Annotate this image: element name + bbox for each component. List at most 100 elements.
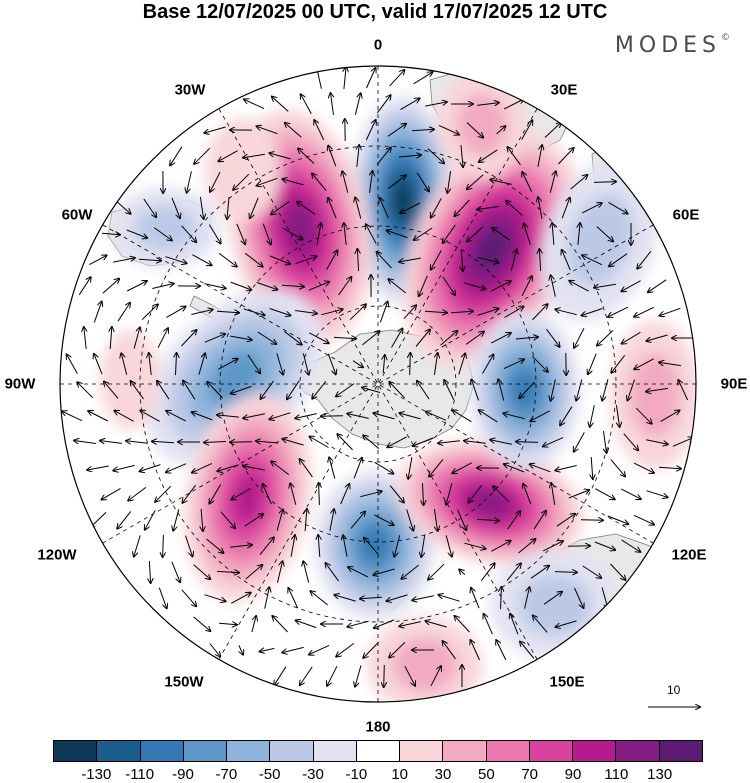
wind-vector <box>578 223 580 245</box>
wind-vector <box>399 413 421 420</box>
wind-vector <box>471 640 480 661</box>
wind-vector <box>217 415 239 417</box>
wind-vector <box>256 441 279 443</box>
wind-vector <box>329 509 334 531</box>
wind-vector <box>328 146 337 167</box>
wind-vector <box>406 509 414 531</box>
wind-vector <box>298 149 315 164</box>
wind-vector <box>113 258 135 263</box>
wind-vector <box>333 337 356 338</box>
wind-vector <box>637 250 652 268</box>
wind-vector <box>620 488 641 499</box>
wind-vector <box>102 279 119 294</box>
wind-vector <box>121 353 128 375</box>
wind-vector <box>431 198 442 217</box>
wind-vector <box>609 253 628 267</box>
wind-vector <box>479 149 498 162</box>
wind-vector <box>430 666 441 687</box>
wind-vector <box>276 353 283 374</box>
wind-vector <box>555 465 577 471</box>
wind-vector <box>496 126 506 135</box>
wind-vector <box>633 462 654 473</box>
wind-vector <box>510 249 516 271</box>
wind-vector <box>363 435 380 449</box>
wind-vector <box>257 331 276 344</box>
wind-vector <box>581 203 602 214</box>
anomaly-contour <box>470 490 510 516</box>
wind-vector <box>417 381 430 400</box>
wind-vector <box>163 534 164 557</box>
wind-vector <box>633 514 654 524</box>
wind-vector <box>244 252 262 266</box>
wind-vector <box>204 126 226 133</box>
wind-vector <box>126 281 147 292</box>
wind-vector <box>414 227 433 240</box>
wind-vector <box>634 306 655 316</box>
wind-vector <box>506 201 523 216</box>
wind-vector <box>510 614 519 635</box>
wind-vector <box>326 250 338 270</box>
wind-vector <box>427 148 444 164</box>
wind-vector <box>327 353 336 375</box>
wind-vector <box>355 197 362 219</box>
wind-vectors <box>62 67 694 687</box>
wind-vector <box>622 331 641 343</box>
wind-vector <box>562 250 571 271</box>
wind-vector <box>391 329 403 348</box>
wind-vector <box>262 223 271 245</box>
wind-vector <box>282 646 304 652</box>
colorbar-tick-label: -70 <box>215 766 238 783</box>
wind-vector <box>623 433 638 451</box>
wind-vector <box>366 224 377 244</box>
wind-vector <box>305 509 307 532</box>
anomaly-contour <box>205 118 281 222</box>
wind-vector <box>336 643 355 656</box>
wind-vector <box>347 414 369 419</box>
wind-vector <box>539 249 540 272</box>
wind-vector <box>457 509 467 530</box>
wind-vector <box>506 563 521 581</box>
wind-vector <box>288 588 299 609</box>
wind-vector <box>360 597 383 599</box>
wind-vector <box>329 457 336 479</box>
wind-vector <box>471 380 480 401</box>
wind-vector <box>537 145 542 167</box>
wind-vector <box>530 410 550 421</box>
wind-vector <box>591 456 593 479</box>
wind-vector <box>646 387 668 391</box>
wind-vector <box>256 281 278 289</box>
wind-vector <box>498 379 505 401</box>
colorbar-tick-label: -10 <box>345 766 368 783</box>
wind-vector <box>153 227 172 241</box>
wind-vector <box>312 380 327 398</box>
wind-vector <box>300 666 313 685</box>
wind-vector <box>192 254 211 266</box>
wind-vector <box>236 223 245 244</box>
wind-vector <box>155 485 172 502</box>
wind-vector <box>602 379 609 400</box>
wind-vector <box>561 198 570 219</box>
wind-vector <box>374 514 393 525</box>
wind-vector <box>181 330 197 347</box>
wind-vector <box>352 360 363 368</box>
wind-vector <box>145 510 156 529</box>
wind-vector <box>171 197 180 218</box>
wind-vector <box>338 277 352 296</box>
wind-vector <box>479 410 498 423</box>
wind-vector <box>143 198 156 217</box>
wind-vector <box>551 379 556 400</box>
wind-vector <box>331 93 334 115</box>
wind-vector <box>131 381 144 400</box>
colorbar-tick-label: 110 <box>604 766 629 783</box>
wind-vector <box>192 462 213 472</box>
wind-vector <box>515 337 538 339</box>
colorbar-tick-label: 50 <box>477 766 495 783</box>
wind-vector <box>347 620 369 627</box>
wind-vector <box>216 571 239 572</box>
wind-vector <box>438 441 460 444</box>
wind-vector <box>309 644 330 654</box>
wind-vector <box>387 124 406 137</box>
wind-vector <box>259 537 274 555</box>
wind-vector <box>593 182 616 183</box>
wind-vector <box>101 233 120 235</box>
